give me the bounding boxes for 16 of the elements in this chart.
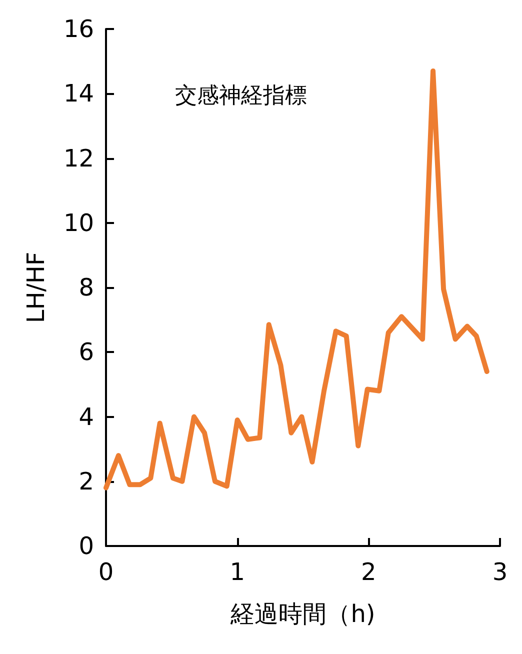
x-tick-label: 0 [98, 558, 114, 586]
y-tick-label: 4 [78, 402, 94, 431]
y-tick-label: 8 [78, 274, 94, 302]
x-axis-title: 経過時間（h) [230, 600, 376, 628]
y-tick-label: 12 [63, 144, 94, 172]
y-tick-label: 0 [78, 532, 94, 560]
x-tick-label: 2 [361, 558, 376, 586]
text: 交感神経指標 [175, 84, 307, 108]
y-tick-label: 6 [78, 338, 94, 366]
y-axis-title: LH/HF [22, 252, 50, 324]
y-tick-label: 2 [78, 467, 94, 496]
x-tick-label: 1 [230, 558, 245, 586]
y-tick-label: 10 [63, 208, 94, 237]
x-tick-label: 3 [492, 558, 508, 586]
y-tick-label: 14 [63, 80, 94, 108]
y-tick-label: 16 [63, 15, 94, 43]
